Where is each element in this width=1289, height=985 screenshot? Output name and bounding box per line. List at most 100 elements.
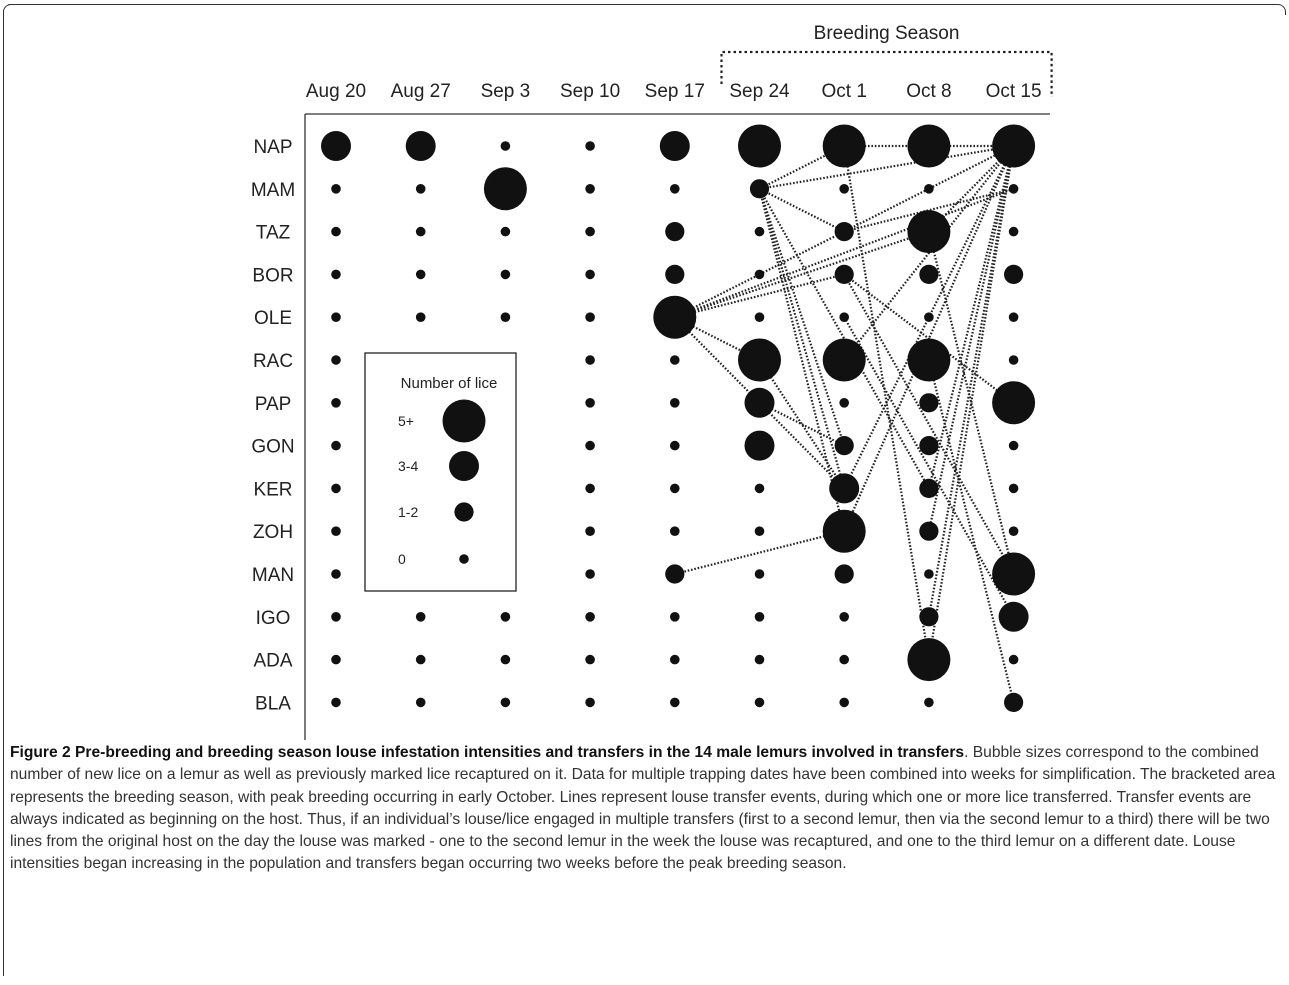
legend: Number of lice 5+ 3-4 1-2 0	[364, 352, 517, 592]
figure-caption: Figure 2 Pre-breeding and breeding seaso…	[10, 742, 1278, 876]
transfer-line-ole-sep-17-to-bor-oct-1	[674, 273, 845, 319]
bubble-gon-sep-17	[670, 440, 680, 451]
bubble-bla-aug-27	[415, 697, 426, 708]
bubble-mam-sep-17	[670, 184, 680, 194]
x-tick-labels: Aug 20 Aug 27 Sep 3 Sep 10 Sep 17 Sep 24 Oct 1…	[306, 81, 1042, 102]
transfer-line-mam-sep-24-to-zoh-oct-1	[758, 188, 846, 532]
legend-bubble-1-2	[454, 502, 474, 522]
bubble-mam-aug-27	[415, 184, 426, 194]
bubble-man-sep-10	[585, 569, 595, 579]
bubble-bor-sep-10	[585, 269, 595, 280]
bubble-ker-sep-17	[670, 483, 680, 494]
bubble-ker-sep-24	[754, 483, 765, 494]
x-tick-label-aug-27: Aug 27	[391, 81, 451, 102]
bubble-pap-oct-15	[992, 381, 1036, 425]
bubble-ada-sep-3	[500, 654, 511, 665]
chart-axes	[304, 113, 1050, 740]
bubble-nap-sep-3	[500, 141, 511, 151]
bubble-man-oct-1	[834, 564, 854, 584]
legend-label-3-4: 3-4	[398, 458, 418, 474]
y-tick-label-man: MAN	[252, 565, 294, 586]
transfer-line-ole-sep-17-to-nap-oct-15	[674, 145, 1015, 319]
bubble-ker-aug-20	[331, 483, 341, 494]
legend-box	[364, 352, 517, 592]
y-tick-label-bla: BLA	[255, 693, 291, 714]
bubble-man-sep-17	[665, 564, 685, 584]
bubble-ole-oct-1	[839, 312, 849, 323]
bubble-rac-oct-8	[907, 338, 951, 382]
y-tick-labels: NAP MAM TAZ BOR OLE RAC PAP GON KER ZOH MAN IGO ADA B…	[251, 137, 295, 714]
bubble-ada-aug-27	[415, 654, 426, 665]
bubble-taz-aug-20	[331, 226, 341, 237]
bubble-nap-oct-8	[907, 124, 951, 168]
x-tick-label-oct-15: Oct 15	[986, 81, 1042, 102]
bubble-nap-sep-17	[659, 131, 690, 161]
x-tick-label-sep-17: Sep 17	[645, 81, 705, 102]
bubble-ada-sep-17	[670, 654, 680, 665]
bubble-nap-sep-10	[585, 141, 595, 151]
bubble-gon-oct-8	[919, 436, 939, 456]
bubble-igo-aug-20	[331, 612, 341, 622]
bubble-pap-oct-1	[839, 398, 849, 408]
transfer-line-nap-oct-15-to-ker-oct-8	[927, 145, 1015, 489]
transfer-line-taz-oct-8-to-man-oct-15	[927, 231, 1015, 575]
y-tick-label-rac: RAC	[253, 351, 293, 372]
bubble-ole-oct-8	[924, 312, 934, 323]
bubble-ker-oct-8	[919, 478, 939, 498]
bubble-igo-aug-27	[415, 612, 426, 622]
bubble-bor-oct-15	[1004, 264, 1024, 284]
bubble-bla-sep-10	[585, 697, 595, 708]
transfer-line-nap-oct-15-to-zoh-oct-1	[843, 145, 1015, 532]
bubble-gon-sep-24	[744, 430, 775, 461]
x-tick-label-aug-20: Aug 20	[306, 81, 366, 102]
bubble-pap-aug-20	[331, 398, 341, 408]
bubble-bor-oct-8	[919, 264, 939, 284]
frame-top-edge	[8, 4, 1278, 5]
transfer-line-rac-oct-8-to-bla-oct-15	[927, 359, 1015, 703]
bubble-rac-aug-20	[331, 355, 341, 365]
bubble-igo-sep-24	[754, 612, 765, 622]
y-tick-label-igo: IGO	[256, 608, 291, 629]
bubble-nap-aug-27	[405, 131, 436, 161]
bubble-zoh-oct-8	[919, 521, 939, 541]
bubble-nap-sep-24	[738, 124, 781, 168]
transfer-line-nap-oct-15-to-zoh-oct-8	[927, 145, 1015, 532]
transfer-line-mam-sep-24-to-taz-oct-1	[759, 187, 845, 233]
bubble-bla-oct-1	[839, 697, 849, 708]
bubble-taz-oct-1	[834, 222, 854, 242]
legend-bubble-0	[459, 554, 469, 564]
bubble-mam-oct-15	[1008, 184, 1019, 194]
transfer-line-mam-sep-24-to-nap-oct-15	[759, 144, 1014, 190]
bubble-pap-sep-10	[585, 398, 595, 408]
caption-body: Bubble sizes correspond to the combined …	[10, 744, 1276, 873]
transfer-line-mam-sep-24-to-gon-oct-1	[758, 188, 846, 446]
bubble-pap-oct-8	[919, 393, 939, 413]
bubble-zoh-sep-17	[670, 526, 680, 536]
transfer-line-ole-oct-1-to-igo-oct-15	[843, 316, 1015, 618]
frame-left-edge	[3, 10, 4, 976]
y-tick-label-ole: OLE	[254, 308, 292, 329]
bubble-bla-sep-3	[500, 697, 511, 708]
caption-title-end: .	[964, 744, 969, 761]
transfer-line-bor-oct-1-to-man-oct-15	[843, 273, 1015, 575]
bubble-ada-sep-24	[754, 654, 765, 665]
bubble-ada-oct-15	[1008, 654, 1019, 665]
x-tick-label-sep-3: Sep 3	[481, 81, 531, 102]
transfer-line-rac-sep-24-to-ker-oct-1	[758, 359, 846, 490]
bubble-nap-oct-15	[992, 124, 1036, 168]
bubble-taz-sep-3	[500, 226, 511, 237]
bubble-rac-sep-10	[585, 355, 595, 365]
caption-title: Figure 2 Pre-breeding and breeding seaso…	[10, 744, 965, 761]
bubble-zoh-sep-10	[585, 526, 595, 536]
x-tick-label-sep-10: Sep 10	[560, 81, 620, 102]
bubble-nap-aug-20	[321, 131, 351, 161]
bubble-ada-oct-1	[839, 654, 849, 665]
bubble-ada-aug-20	[331, 654, 341, 665]
bubble-pap-sep-17	[670, 398, 680, 408]
bubble-rac-sep-17	[670, 355, 680, 365]
bubble-man-sep-24	[754, 569, 765, 579]
x-tick-label-sep-24: Sep 24	[729, 81, 790, 102]
bubble-mam-oct-1	[839, 184, 849, 194]
y-tick-label-bor: BOR	[252, 265, 293, 286]
